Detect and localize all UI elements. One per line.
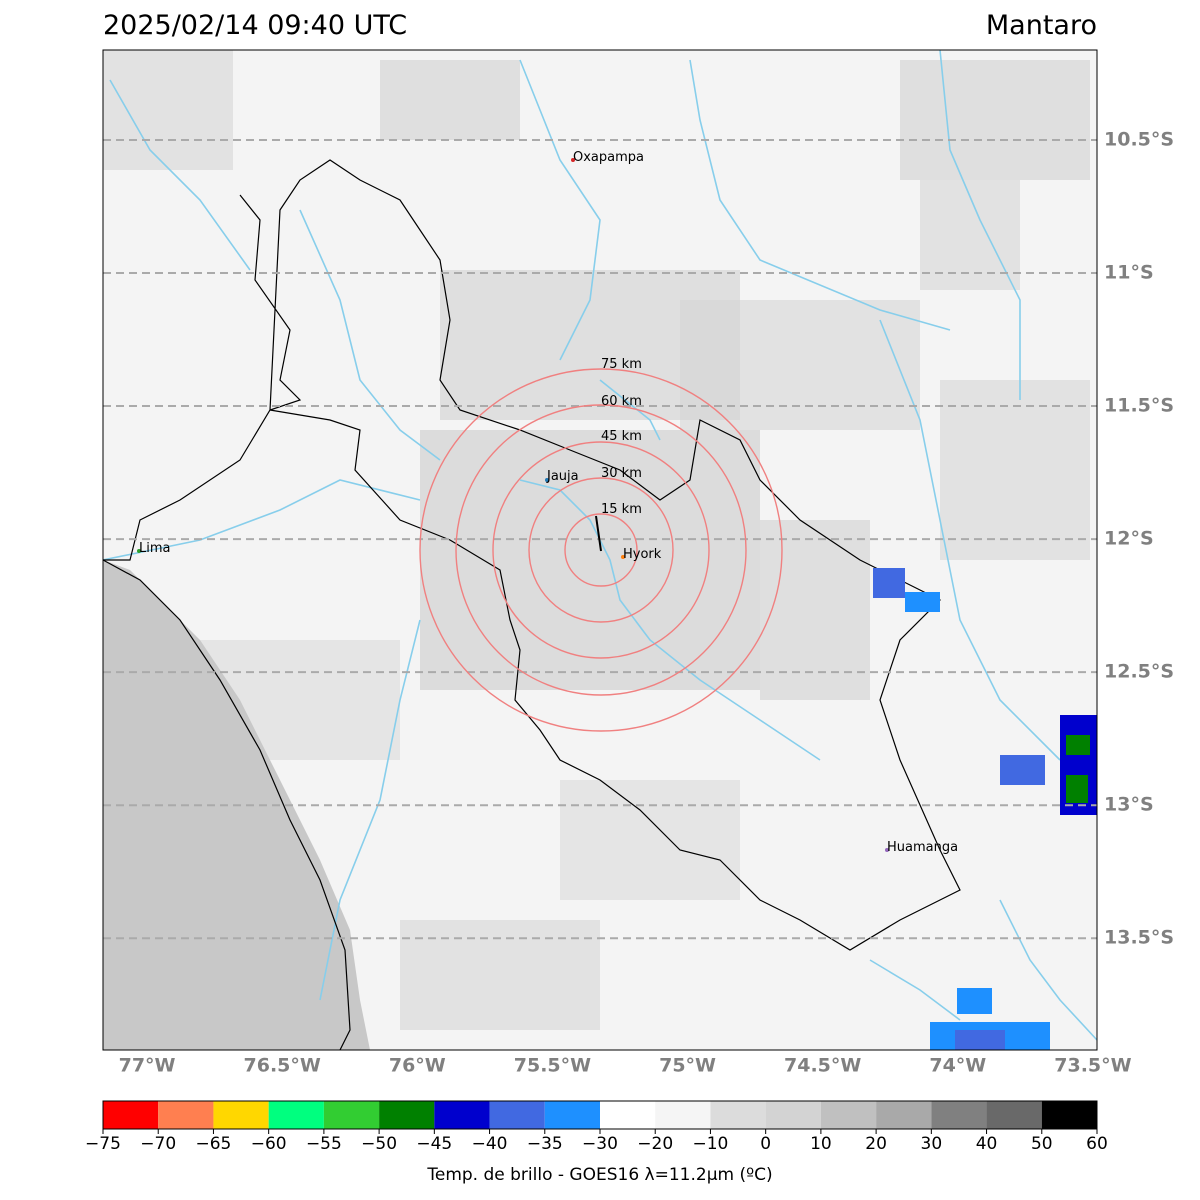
- colorbar-tick-label: −75: [85, 1134, 121, 1154]
- city-label: Lima: [139, 541, 170, 556]
- colorbar-segment: [323, 1101, 380, 1129]
- colorbar-segment: [931, 1101, 987, 1129]
- colorbar-segment: [434, 1101, 490, 1129]
- colorbar-tick-label: −50: [361, 1134, 397, 1154]
- ring-label: 60 km: [601, 394, 642, 409]
- colorbar-tick-label: 0: [760, 1134, 771, 1154]
- colorbar-segment: [710, 1101, 766, 1129]
- colorbar-segment: [765, 1101, 821, 1129]
- rivers: [103, 50, 1097, 1041]
- colorbar-segment: [986, 1101, 1042, 1129]
- colorbar-tick-label: −70: [140, 1134, 176, 1154]
- colorbar-tick-label: −60: [251, 1134, 287, 1154]
- colorbar-segment: [876, 1101, 932, 1129]
- colorbar-tick-label: 30: [921, 1134, 943, 1154]
- city-label: Jauja: [546, 469, 579, 484]
- colorbar-segment: [268, 1101, 324, 1129]
- title: 2025/02/14 09:40 UTC: [103, 10, 407, 41]
- colorbar-segment: [820, 1101, 877, 1129]
- lat-label: 13°S: [1104, 794, 1154, 816]
- cloud-field: [103, 50, 1090, 1030]
- range-rings: [419, 368, 783, 732]
- ring-label: 15 km: [601, 502, 642, 517]
- lat-label: 11.5°S: [1104, 395, 1174, 417]
- colorbar-segment: [544, 1101, 600, 1129]
- city-marker: [621, 555, 625, 559]
- city-marker: [885, 848, 889, 852]
- city-marker: [137, 549, 141, 553]
- map-frame: [102, 49, 1098, 1051]
- ring-label: 30 km: [601, 466, 642, 481]
- location: Mantaro: [986, 10, 1097, 41]
- city-marker: [571, 158, 575, 162]
- lat-label: 12.5°S: [1104, 661, 1174, 683]
- colorbar-tick-label: 10: [810, 1134, 832, 1154]
- colorbar-label: Temp. de brillo - GOES16 λ=11.2μm (ºC): [426, 1165, 772, 1185]
- city-label: Hyork: [623, 547, 662, 562]
- colorbar-tick-label: −35: [527, 1134, 563, 1154]
- colorbar-tick-label: −30: [582, 1134, 618, 1154]
- city-label: Huamanga: [887, 840, 958, 855]
- map: 15 km 30 km 45 km 60 km 75 km Oxapampa J…: [103, 50, 1097, 1050]
- colorbar-tick-label: −55: [306, 1134, 342, 1154]
- colorbar-tick-label: 50: [1031, 1134, 1053, 1154]
- colorbar-segment: [655, 1101, 711, 1129]
- ring-label: 45 km: [601, 429, 642, 444]
- colorbar-segment: [103, 1101, 159, 1129]
- lon-label: 74°W: [929, 1055, 986, 1077]
- colorbar-tick-label: 20: [865, 1134, 887, 1154]
- colorbar-tick-label: 40: [976, 1134, 998, 1154]
- colorbar-segment: [158, 1101, 214, 1129]
- radar-beam: [595, 515, 602, 552]
- lat-label: 11°S: [1104, 261, 1154, 283]
- convective-cells: [873, 568, 1097, 1050]
- lon-label: 77°W: [119, 1055, 176, 1077]
- lat-label: 13.5°S: [1104, 927, 1174, 949]
- coastline: [103, 559, 351, 1050]
- lon-label: 75.5°W: [514, 1055, 591, 1077]
- colorbar-segment: [213, 1101, 269, 1129]
- colorbar-tick-label: −20: [637, 1134, 673, 1154]
- basin-outline: [103, 159, 961, 951]
- colorbar-tick-label: 60: [1086, 1134, 1108, 1154]
- colorbar-tick-label: −10: [692, 1134, 728, 1154]
- colorbar-segment: [489, 1101, 545, 1129]
- lon-label: 74.5°W: [784, 1055, 861, 1077]
- colorbar-segment: [1041, 1101, 1097, 1129]
- colorbar-tick-label: −40: [472, 1134, 508, 1154]
- lon-label: 75°W: [659, 1055, 716, 1077]
- lon-label: 76°W: [389, 1055, 446, 1077]
- city-marker: [545, 478, 549, 482]
- colorbar-tick-label: −65: [195, 1134, 231, 1154]
- ring-label: 75 km: [601, 357, 642, 372]
- colorbar-tick-label: −45: [416, 1134, 452, 1154]
- lat-label: 12°S: [1104, 528, 1154, 550]
- lon-label: 73.5°W: [1054, 1055, 1131, 1077]
- colorbar-segment: [600, 1101, 656, 1129]
- lon-label: 76.5°W: [244, 1055, 321, 1077]
- city-label: Oxapampa: [573, 150, 644, 165]
- lat-label: 10.5°S: [1104, 128, 1174, 150]
- colorbar-segment: [379, 1101, 435, 1129]
